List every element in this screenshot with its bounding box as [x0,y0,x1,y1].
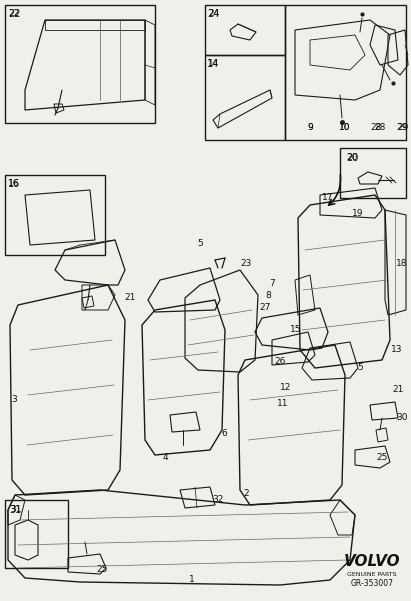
Text: 31: 31 [9,505,21,515]
Text: 5: 5 [357,364,363,373]
Text: 20: 20 [346,153,358,162]
Bar [340,148,406,198]
Text: 17: 17 [322,194,334,203]
Text: 12: 12 [280,383,292,392]
Text: 6: 6 [221,429,227,438]
Bar [205,55,285,140]
Text: 25: 25 [376,453,388,462]
Text: 24: 24 [208,10,219,19]
Text: 29: 29 [397,123,409,132]
Bar [285,5,406,140]
Text: 21: 21 [393,385,404,394]
Text: 24: 24 [207,9,219,19]
Text: 8: 8 [265,291,271,300]
Text: 16: 16 [8,179,20,189]
Text: 22: 22 [8,9,20,19]
Text: 30: 30 [396,413,408,423]
Text: 14: 14 [208,59,220,69]
Text: 22: 22 [8,10,20,19]
Text: 27: 27 [259,304,271,313]
Text: 29: 29 [396,123,408,132]
Text: 13: 13 [391,346,403,355]
Text: 10: 10 [339,123,351,132]
Text: 28: 28 [374,123,386,132]
Bar [5,500,68,568]
Text: 16: 16 [8,180,20,189]
Text: GENUINE PARTS: GENUINE PARTS [347,572,397,576]
Text: 25: 25 [96,566,108,575]
Text: 11: 11 [277,398,289,407]
Bar [205,5,285,55]
Text: 1: 1 [189,576,195,585]
Text: 28: 28 [370,123,382,132]
Text: 3: 3 [11,395,17,404]
Text: 32: 32 [212,495,224,504]
Text: VOLVO: VOLVO [344,555,400,570]
Text: 18: 18 [396,258,408,267]
Text: 5: 5 [197,239,203,248]
Text: 9: 9 [307,123,313,132]
Text: 4: 4 [162,454,168,463]
Text: 14: 14 [207,59,219,69]
Text: 2: 2 [243,489,249,498]
Text: 19: 19 [352,209,364,218]
Bar [5,5,155,123]
Text: 10: 10 [339,123,351,132]
Text: 20: 20 [346,153,358,163]
Text: 9: 9 [307,123,313,132]
Text: 31: 31 [10,505,22,514]
Text: 26: 26 [274,358,286,367]
Text: 15: 15 [290,326,302,335]
Text: 7: 7 [269,278,275,287]
Text: 21: 21 [124,293,136,302]
Text: GR-353007: GR-353007 [351,579,393,588]
Text: 23: 23 [240,258,252,267]
Bar [5,175,105,255]
